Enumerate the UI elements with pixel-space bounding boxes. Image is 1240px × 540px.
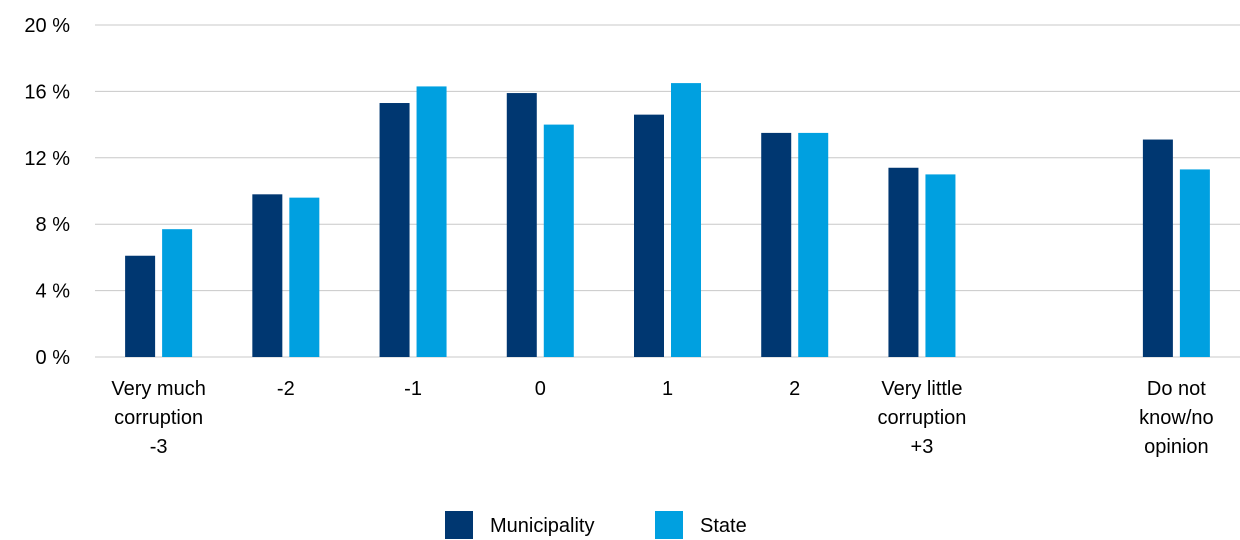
bar-municipality: [634, 114, 664, 357]
x-category-label: Very little: [881, 378, 962, 400]
y-tick-label: 8 %: [36, 214, 71, 236]
bar-state: [416, 86, 447, 358]
y-tick-label: 4 %: [36, 281, 71, 303]
bar-state: [798, 132, 829, 357]
x-category-label: opinion: [1144, 436, 1209, 458]
legend-label: State: [700, 515, 747, 537]
x-category-label: 0: [535, 378, 546, 400]
x-category-label: 2: [789, 378, 800, 400]
bars: [125, 83, 1210, 358]
legend: Municipality State: [445, 511, 747, 539]
bar-municipality: [1142, 139, 1173, 357]
x-category-label: corruption: [877, 407, 966, 429]
x-category-label: Very much: [111, 378, 205, 400]
bar-state: [925, 174, 956, 357]
x-category-label: -2: [277, 378, 295, 400]
x-category-label: 1: [662, 378, 673, 400]
bar-municipality: [252, 194, 283, 357]
x-category-label: -3: [150, 436, 168, 458]
gridlines: [95, 24, 1240, 358]
x-category-label: corruption: [114, 407, 203, 429]
bar-state: [162, 229, 193, 357]
x-axis-categories: Very much corruption -3 -2 -1 0 1 2 Very little c…: [111, 378, 1213, 458]
bar-state: [671, 83, 701, 357]
y-axis-ticks: 0 % 4 % 8 % 12 % 16 % 20 %: [24, 15, 70, 369]
bar-municipality: [506, 93, 537, 357]
x-category-label: -1: [404, 378, 422, 400]
y-tick-label: 0 %: [36, 347, 71, 369]
bar-state: [289, 197, 320, 357]
bar-municipality: [125, 255, 156, 357]
bar-municipality: [888, 167, 919, 357]
legend-swatch: [655, 511, 683, 539]
legend-label: Municipality: [490, 515, 594, 537]
x-category-label: Do not: [1147, 378, 1206, 400]
y-tick-label: 20 %: [24, 15, 70, 37]
legend-swatch: [445, 511, 473, 539]
y-tick-label: 16 %: [24, 81, 70, 103]
y-tick-label: 12 %: [24, 148, 70, 170]
x-category-label: know/no: [1139, 407, 1214, 429]
x-category-label: +3: [911, 436, 934, 458]
bar-municipality: [761, 132, 792, 357]
bar-municipality: [379, 103, 410, 358]
bar-state: [1179, 169, 1210, 357]
bar-state: [543, 124, 574, 357]
